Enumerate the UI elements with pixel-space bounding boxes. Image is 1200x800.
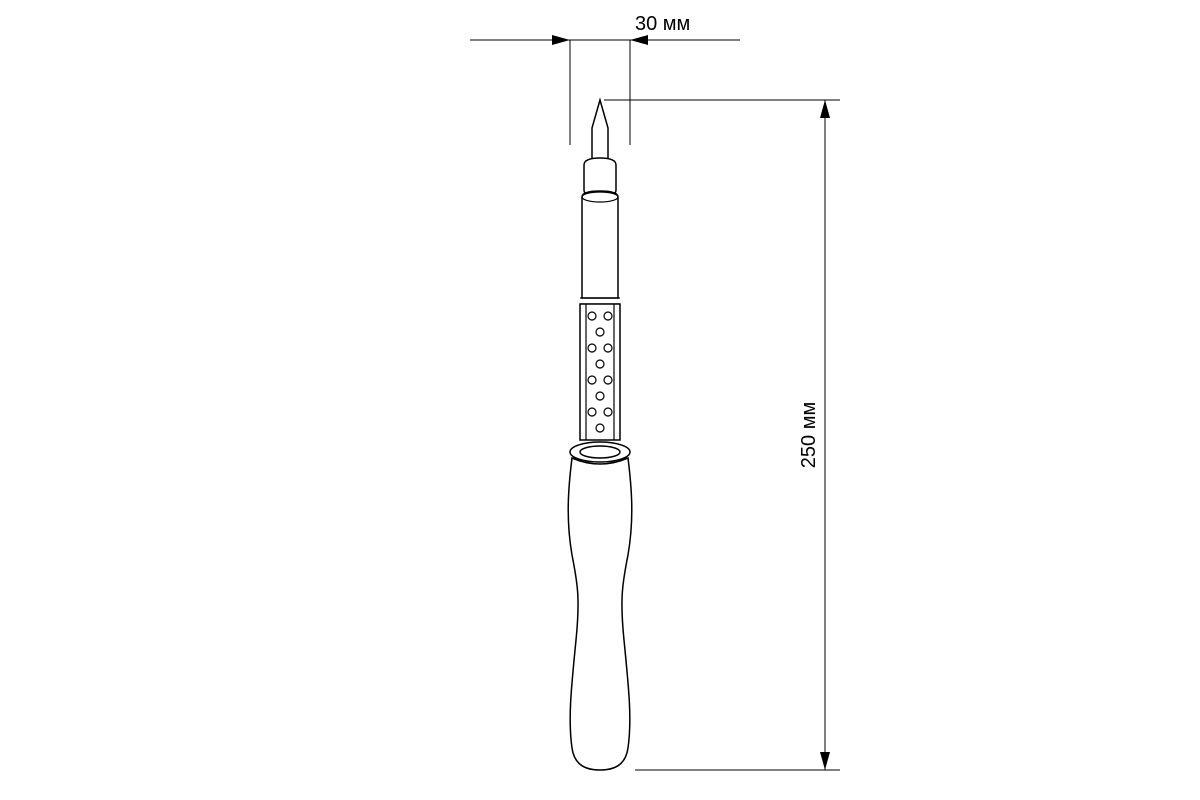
height-arrow-top bbox=[820, 100, 830, 118]
height-arrow-bottom bbox=[820, 752, 830, 770]
width-arrow-left bbox=[552, 35, 570, 45]
height-dim-label: 250 мм bbox=[798, 402, 820, 468]
tip bbox=[592, 100, 608, 165]
handle bbox=[568, 458, 632, 770]
soldering-iron bbox=[568, 100, 632, 770]
ferrule-inner bbox=[580, 446, 620, 458]
barrel-step bbox=[580, 298, 620, 304]
width-arrow-right bbox=[630, 35, 648, 45]
technical-drawing: 30 мм 250 мм bbox=[0, 0, 1200, 800]
width-dim-label: 30 мм bbox=[635, 13, 690, 35]
upper-barrel bbox=[582, 191, 618, 298]
